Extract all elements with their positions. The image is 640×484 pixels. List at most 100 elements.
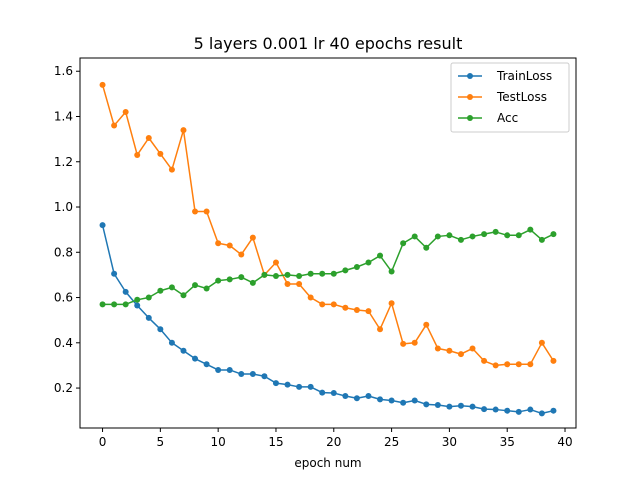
x-tick-label: 35 (500, 435, 515, 449)
data-point-acc (457, 236, 464, 243)
data-point-acc (400, 240, 407, 247)
data-point-trainloss (226, 366, 233, 373)
data-point-testloss (492, 362, 499, 369)
x-tick-label: 25 (384, 435, 399, 449)
data-point-testloss (168, 166, 175, 173)
data-point-trainloss (353, 395, 360, 402)
data-point-trainloss (411, 397, 418, 404)
data-point-testloss (122, 108, 129, 115)
data-point-acc (111, 301, 118, 308)
x-tick-label: 5 (157, 435, 165, 449)
x-tick-label: 15 (268, 435, 283, 449)
data-point-acc (342, 267, 349, 274)
data-point-testloss (296, 280, 303, 287)
data-point-testloss (411, 339, 418, 346)
data-point-testloss (388, 300, 395, 307)
data-point-testloss (353, 306, 360, 313)
data-point-testloss (400, 340, 407, 347)
series-line-testloss (101, 84, 555, 367)
data-point-acc (434, 233, 441, 240)
data-point-acc (215, 277, 222, 284)
data-point-acc (446, 232, 453, 239)
data-point-acc (296, 273, 303, 280)
data-point-acc (527, 226, 534, 233)
data-point-acc (330, 270, 337, 277)
data-point-acc (550, 231, 557, 238)
data-point-trainloss (550, 407, 557, 414)
y-tick-label: 0.2 (54, 381, 73, 395)
series-line-trainloss (101, 224, 554, 415)
legend-marker-acc (467, 115, 473, 121)
data-point-trainloss (400, 399, 407, 406)
data-point-trainloss (319, 389, 326, 396)
data-point-trainloss (527, 406, 534, 413)
data-point-trainloss (492, 406, 499, 413)
data-point-testloss (481, 357, 488, 364)
data-point-acc (492, 228, 499, 235)
data-point-trainloss (307, 383, 314, 390)
data-point-trainloss (342, 392, 349, 399)
y-tick-label: 0.8 (54, 245, 73, 259)
data-point-trainloss (99, 222, 106, 229)
x-tick-label: 0 (99, 435, 107, 449)
data-point-trainloss (296, 383, 303, 390)
chart-title: 5 layers 0.001 lr 40 epochs result (194, 34, 463, 53)
data-point-trainloss (180, 347, 187, 354)
data-point-acc (168, 284, 175, 291)
data-point-testloss (203, 208, 210, 215)
data-point-testloss (215, 240, 222, 247)
data-point-acc (538, 236, 545, 243)
data-point-acc (226, 276, 233, 283)
data-point-acc (481, 231, 488, 238)
data-point-acc (388, 268, 395, 275)
y-tick-label: 0.6 (54, 291, 73, 305)
y-axis-ticks: 0.2 0.4 0.6 0.8 1.0 1.2 1.4 1.6 (54, 64, 80, 395)
data-point-trainloss (192, 355, 199, 362)
x-tick-label: 40 (557, 435, 572, 449)
data-point-testloss (469, 345, 476, 352)
legend-label-trainloss: TrainLoss (496, 69, 552, 83)
data-point-testloss (446, 347, 453, 354)
data-point-trainloss (504, 407, 511, 414)
legend-marker-trainloss (467, 73, 473, 79)
data-point-testloss (284, 280, 291, 287)
data-point-testloss (180, 127, 187, 134)
legend-box (450, 62, 570, 133)
y-tick-label: 1.6 (54, 64, 73, 78)
x-tick-label: 10 (211, 435, 226, 449)
data-point-trainloss (481, 406, 488, 413)
data-point-testloss (145, 135, 152, 141)
data-point-testloss (157, 150, 164, 157)
data-point-acc (192, 282, 199, 289)
data-point-acc (99, 301, 106, 308)
data-point-acc (307, 270, 314, 277)
y-tick-label: 1.4 (54, 109, 73, 123)
x-axis-label: epoch num (294, 456, 361, 470)
data-point-acc (411, 233, 418, 240)
data-point-testloss (538, 339, 545, 346)
data-point-acc (353, 263, 360, 270)
data-point-acc (134, 296, 141, 303)
data-point-trainloss (134, 302, 141, 309)
data-point-trainloss (168, 339, 175, 346)
data-point-testloss (249, 234, 256, 241)
data-point-acc (249, 279, 256, 286)
x-tick-label: 20 (326, 435, 341, 449)
data-point-acc (157, 287, 164, 294)
data-point-acc (469, 233, 476, 240)
series-layer (99, 81, 557, 417)
y-tick-label: 0.4 (54, 336, 73, 350)
data-point-acc (180, 292, 187, 299)
data-point-acc (504, 232, 511, 239)
legend-label-testloss: TestLoss (496, 90, 547, 104)
series-testloss (99, 81, 557, 369)
data-point-acc (261, 271, 268, 278)
data-point-acc (122, 301, 129, 308)
data-point-testloss (434, 345, 441, 352)
data-point-acc (319, 270, 326, 277)
data-point-trainloss (157, 326, 164, 333)
data-point-trainloss (434, 402, 441, 409)
data-point-testloss (504, 361, 511, 368)
data-point-trainloss (515, 408, 522, 415)
